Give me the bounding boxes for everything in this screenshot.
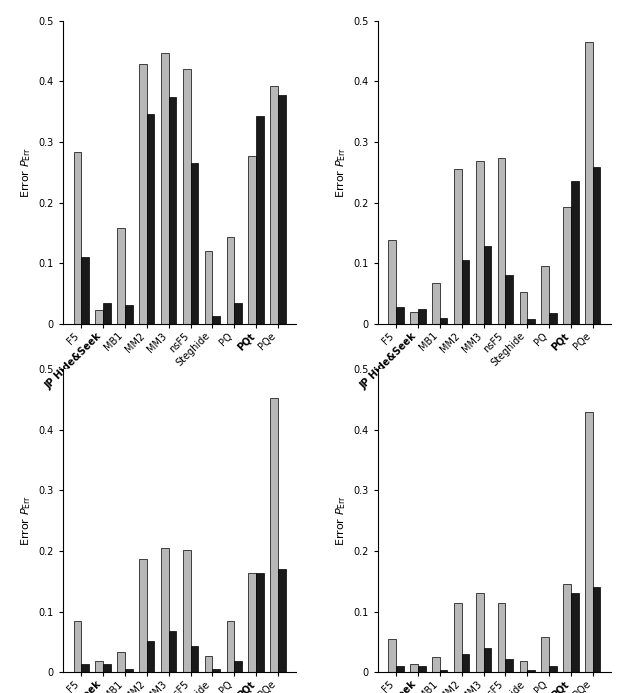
- Bar: [484, 648, 491, 672]
- Bar: [418, 666, 426, 672]
- Bar: [418, 308, 426, 324]
- Bar: [571, 182, 578, 324]
- Legend: 2nd SPAM, Merged: 2nd SPAM, Merged: [130, 456, 266, 477]
- Bar: [248, 156, 256, 324]
- Bar: [527, 670, 535, 672]
- Bar: [410, 312, 418, 324]
- Bar: [234, 661, 242, 672]
- Bar: [389, 639, 396, 672]
- Bar: [139, 559, 147, 672]
- Bar: [74, 152, 81, 324]
- Bar: [585, 42, 593, 324]
- Bar: [205, 656, 212, 672]
- Bar: [541, 637, 549, 672]
- Bar: [139, 64, 147, 324]
- Bar: [81, 257, 89, 324]
- Y-axis label: Error $P_{\mathrm{Err}}$: Error $P_{\mathrm{Err}}$: [334, 147, 348, 198]
- Y-axis label: Error $P_{\mathrm{Err}}$: Error $P_{\mathrm{Err}}$: [20, 147, 33, 198]
- Bar: [593, 168, 600, 324]
- Text: (b)  payload = 0.10bpac: (b) payload = 0.10bpac: [427, 511, 562, 522]
- Bar: [81, 665, 89, 672]
- Bar: [440, 670, 447, 672]
- Bar: [190, 646, 198, 672]
- Bar: [389, 240, 396, 324]
- Bar: [440, 317, 447, 324]
- Bar: [169, 96, 176, 324]
- Bar: [462, 654, 469, 672]
- Bar: [593, 588, 600, 672]
- Bar: [103, 303, 111, 324]
- Bar: [563, 584, 571, 672]
- Bar: [527, 319, 535, 324]
- Bar: [278, 569, 285, 672]
- Bar: [476, 593, 484, 672]
- Bar: [103, 664, 111, 672]
- Bar: [147, 641, 154, 672]
- Bar: [227, 237, 234, 324]
- Bar: [212, 316, 220, 324]
- Bar: [117, 228, 125, 324]
- Bar: [125, 669, 133, 672]
- Bar: [498, 158, 505, 324]
- Bar: [571, 593, 578, 672]
- Bar: [432, 283, 440, 324]
- Bar: [74, 621, 81, 672]
- Legend: 2nd SPAM, Merged: 2nd SPAM, Merged: [445, 456, 581, 477]
- Bar: [227, 621, 234, 672]
- Bar: [454, 169, 462, 324]
- Bar: [498, 602, 505, 672]
- Bar: [396, 666, 404, 672]
- Bar: [410, 665, 418, 672]
- Bar: [96, 310, 103, 324]
- Bar: [549, 666, 557, 672]
- Bar: [125, 305, 133, 324]
- Bar: [278, 95, 285, 324]
- Bar: [256, 573, 264, 672]
- Bar: [190, 163, 198, 324]
- Bar: [454, 602, 462, 672]
- Bar: [169, 631, 176, 672]
- Bar: [234, 303, 242, 324]
- Bar: [256, 116, 264, 324]
- Bar: [505, 275, 513, 324]
- Bar: [484, 246, 491, 324]
- Bar: [183, 69, 190, 324]
- Bar: [520, 292, 527, 324]
- Bar: [432, 657, 440, 672]
- Bar: [476, 161, 484, 324]
- Bar: [96, 661, 103, 672]
- Bar: [549, 313, 557, 324]
- Bar: [161, 548, 169, 672]
- Bar: [505, 659, 513, 672]
- Bar: [396, 308, 404, 324]
- Bar: [585, 412, 593, 672]
- Bar: [541, 266, 549, 324]
- Bar: [270, 86, 278, 324]
- Bar: [270, 398, 278, 672]
- Bar: [248, 573, 256, 672]
- Bar: [462, 260, 469, 324]
- Bar: [183, 550, 190, 672]
- Bar: [520, 661, 527, 672]
- Text: (a)  payload = 0.05bpac: (a) payload = 0.05bpac: [112, 511, 247, 522]
- Bar: [147, 114, 154, 324]
- Bar: [563, 207, 571, 324]
- Bar: [212, 669, 220, 672]
- Y-axis label: Error $P_{\mathrm{Err}}$: Error $P_{\mathrm{Err}}$: [20, 495, 33, 546]
- Bar: [205, 251, 212, 324]
- Bar: [117, 652, 125, 672]
- Bar: [161, 53, 169, 324]
- Y-axis label: Error $P_{\mathrm{Err}}$: Error $P_{\mathrm{Err}}$: [334, 495, 348, 546]
